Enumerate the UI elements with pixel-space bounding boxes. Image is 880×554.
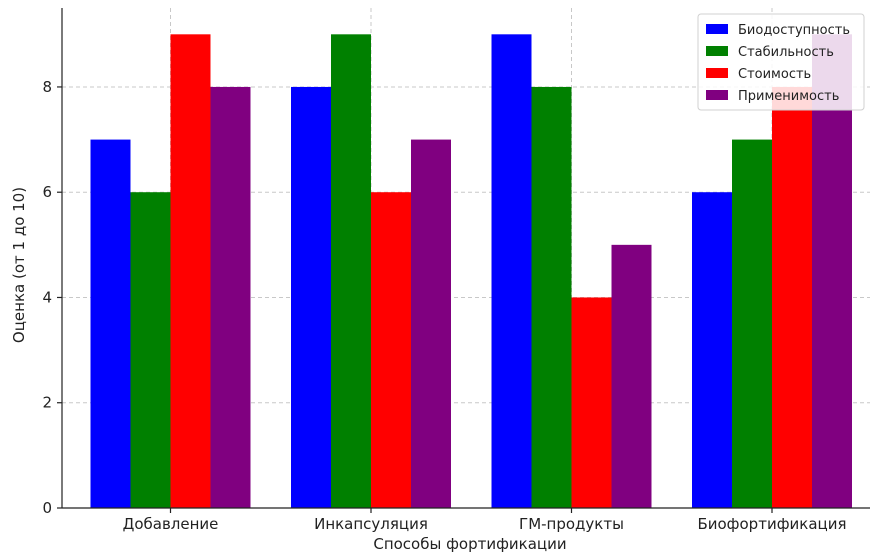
legend-swatch [706,68,728,78]
bar [170,34,211,508]
legend-swatch [706,46,728,56]
bar [331,34,371,508]
x-axis-label: Способы фортификации [373,535,566,553]
bar [692,192,732,509]
bar [732,139,772,508]
tick-labels: 0 2 4 6 8 Добавление Инкапсуляция ГМ-продукты Би… [42,78,846,533]
bar [772,86,812,509]
bar [611,244,652,508]
bar [90,139,131,508]
bar [291,86,331,509]
bar [812,34,852,508]
y-tick-label: 0 [42,499,52,517]
legend-label: Стабильность [738,45,834,60]
x-tick-label: ГМ-продукты [519,515,624,533]
x-tick-label: Инкапсуляция [314,515,428,533]
bar [531,86,572,509]
bar [371,192,411,509]
bar [491,34,532,508]
bar [130,192,171,509]
legend-swatch [706,24,728,34]
axes [61,8,870,509]
y-tick-label: 8 [42,78,52,96]
y-tick-label: 4 [42,288,52,306]
x-tick-label: Биофортификация [697,515,846,533]
y-tick-label: 2 [42,394,52,412]
bars [90,34,852,509]
y-axis-label: Оценка (от 1 до 10) [10,187,28,343]
legend-box [697,13,865,111]
legend: Биодоступность Стабильность Стоимость Приме… [697,13,865,111]
y-tick-label: 6 [42,183,52,201]
bar [411,139,451,508]
legend-label: Стоимость [738,67,811,82]
legend-label: Применимость [738,89,839,104]
bar [210,86,251,509]
legend-label: Биодоступность [738,23,850,38]
bar [571,297,612,508]
legend-swatch [706,90,728,100]
x-tick-label: Добавление [123,515,219,533]
